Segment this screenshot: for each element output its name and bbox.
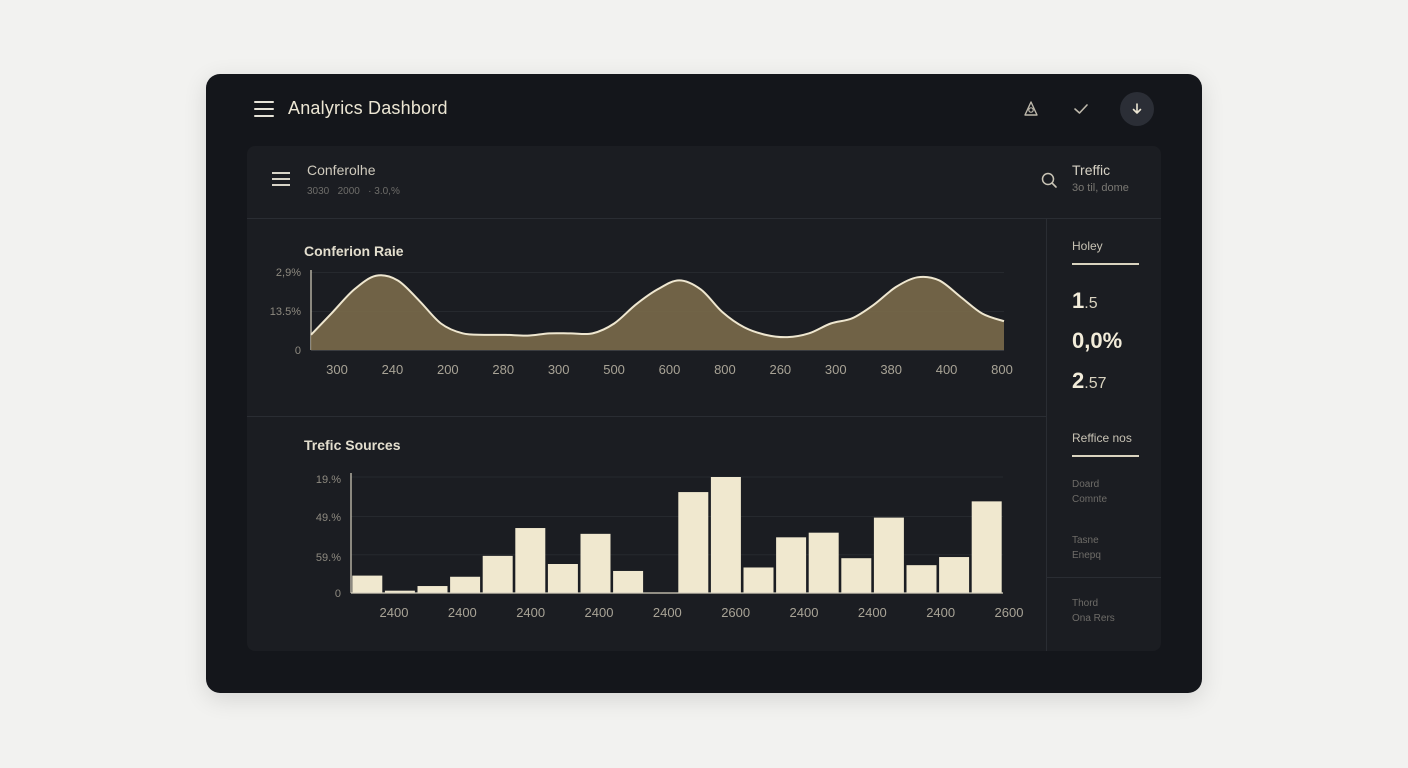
alert-icon [1024, 101, 1038, 116]
bar [873, 517, 904, 593]
analytics-panel: Conferolhe 3030 2000 · 3.0,% Treffic 3o … [247, 146, 1161, 651]
bar [906, 565, 937, 593]
side-list-item[interactable]: Thord Ona Rers [1072, 598, 1115, 624]
check-button[interactable] [1064, 92, 1098, 126]
dashboard-window: Analyrics Dashbord Conferolhe 3030 2000 … [206, 74, 1202, 693]
charts-area: Conferion Raie 2,9% 13.5% 0 300 240 200 280 300… [247, 218, 1047, 651]
side-list-item[interactable]: Doard Comnte [1072, 479, 1108, 505]
y-tick-label: 19.% [316, 474, 341, 486]
top-bar: Analyrics Dashbord [206, 74, 1202, 144]
x-tick-label: 500 [603, 362, 625, 377]
side-list-item[interactable]: Tasne Enepq [1072, 535, 1101, 561]
stats-sidebar: Holey 1.5 0,0% 2.57 Reffice nos Doard Com… [1047, 218, 1161, 651]
hamburger-menu-icon[interactable] [254, 101, 274, 117]
panel-header-subtitle: 3030 2000 · 3.0,% [307, 186, 400, 197]
bar [547, 564, 578, 593]
x-tick-label: 300 [825, 362, 847, 377]
x-tick-label: 2400 [516, 605, 545, 620]
side-section-label: Reffice nos [1072, 431, 1132, 445]
y-tick-label: 59.% [316, 552, 341, 564]
x-tick-label: 300 [326, 362, 348, 377]
traffic-sources-chart: 19.% 49.% 59.% 0 2400 2400 2400 2400 2400 2600 240… [316, 473, 1024, 620]
bar [613, 570, 644, 593]
alert-button[interactable] [1014, 92, 1048, 126]
bar [580, 533, 611, 593]
bar [482, 555, 513, 593]
conversion-rate-chart: 2,9% 13.5% 0 300 240 200 280 300 500 600 800 260 300… [270, 268, 1013, 377]
download-button[interactable] [1120, 92, 1154, 126]
check-icon [1074, 104, 1088, 114]
y-tick-label: 13.5% [270, 306, 301, 318]
side-separator [1047, 577, 1161, 578]
bar [971, 501, 1002, 593]
y-tick-label: 0 [295, 345, 301, 357]
x-tick-label: 600 [659, 362, 681, 377]
x-tick-label: 2600 [995, 605, 1024, 620]
x-tick-label: 2400 [926, 605, 955, 620]
panel-menu-icon[interactable] [272, 172, 290, 186]
x-tick-label: 2600 [721, 605, 750, 620]
bar [841, 558, 872, 593]
traffic-subtitle: 3o til, dome [1072, 182, 1129, 194]
bar [939, 557, 970, 593]
bar [515, 528, 546, 593]
panel-header: Conferolhe 3030 2000 · 3.0,% Treffic 3o … [247, 146, 1161, 219]
bar [678, 492, 709, 593]
x-tick-label: 380 [880, 362, 902, 377]
bar [384, 590, 415, 593]
download-icon [1132, 103, 1142, 114]
x-tick-label: 2400 [585, 605, 614, 620]
bar [710, 477, 741, 593]
y-tick-label: 49.% [316, 512, 341, 524]
x-tick-label: 300 [548, 362, 570, 377]
y-tick-label: 0 [335, 588, 341, 600]
conversion-chart-title: Conferion Raie [304, 243, 404, 259]
x-tick-label: 260 [769, 362, 791, 377]
bar [776, 537, 807, 593]
bar [352, 575, 383, 593]
bar [450, 576, 481, 593]
bar [417, 586, 448, 593]
x-tick-label: 2400 [448, 605, 477, 620]
stat-value: 0,0% [1072, 328, 1123, 353]
y-tick-label: 2,9% [276, 268, 301, 279]
area-fill [311, 275, 1004, 350]
x-tick-label: 200 [437, 362, 459, 377]
traffic-title: Treffic [1072, 162, 1111, 178]
stat-value: 2.57 [1072, 368, 1107, 393]
x-tick-label: 2400 [653, 605, 682, 620]
bar [743, 567, 774, 593]
x-tick-label: 2400 [380, 605, 409, 620]
x-tick-label: 400 [936, 362, 958, 377]
sidebar-divider [1046, 218, 1047, 651]
bar [808, 532, 839, 593]
x-tick-label: 800 [714, 362, 736, 377]
stat-value: 1.5 [1072, 288, 1098, 313]
chart-divider [247, 416, 1047, 417]
traffic-chart-title: Trefic Sources [304, 437, 401, 453]
side-section-underline [1072, 455, 1139, 457]
app-title: Analyrics Dashbord [288, 98, 448, 118]
search-icon[interactable] [1039, 170, 1059, 190]
x-tick-label: 240 [382, 362, 404, 377]
x-tick-label: 280 [492, 362, 514, 377]
side-section-underline [1072, 263, 1139, 265]
x-tick-label: 800 [991, 362, 1013, 377]
side-section-label: Holey [1072, 239, 1103, 253]
panel-header-title: Conferolhe [307, 162, 376, 178]
area-line [310, 274, 1005, 339]
x-tick-label: 2400 [790, 605, 819, 620]
x-tick-label: 2400 [858, 605, 887, 620]
